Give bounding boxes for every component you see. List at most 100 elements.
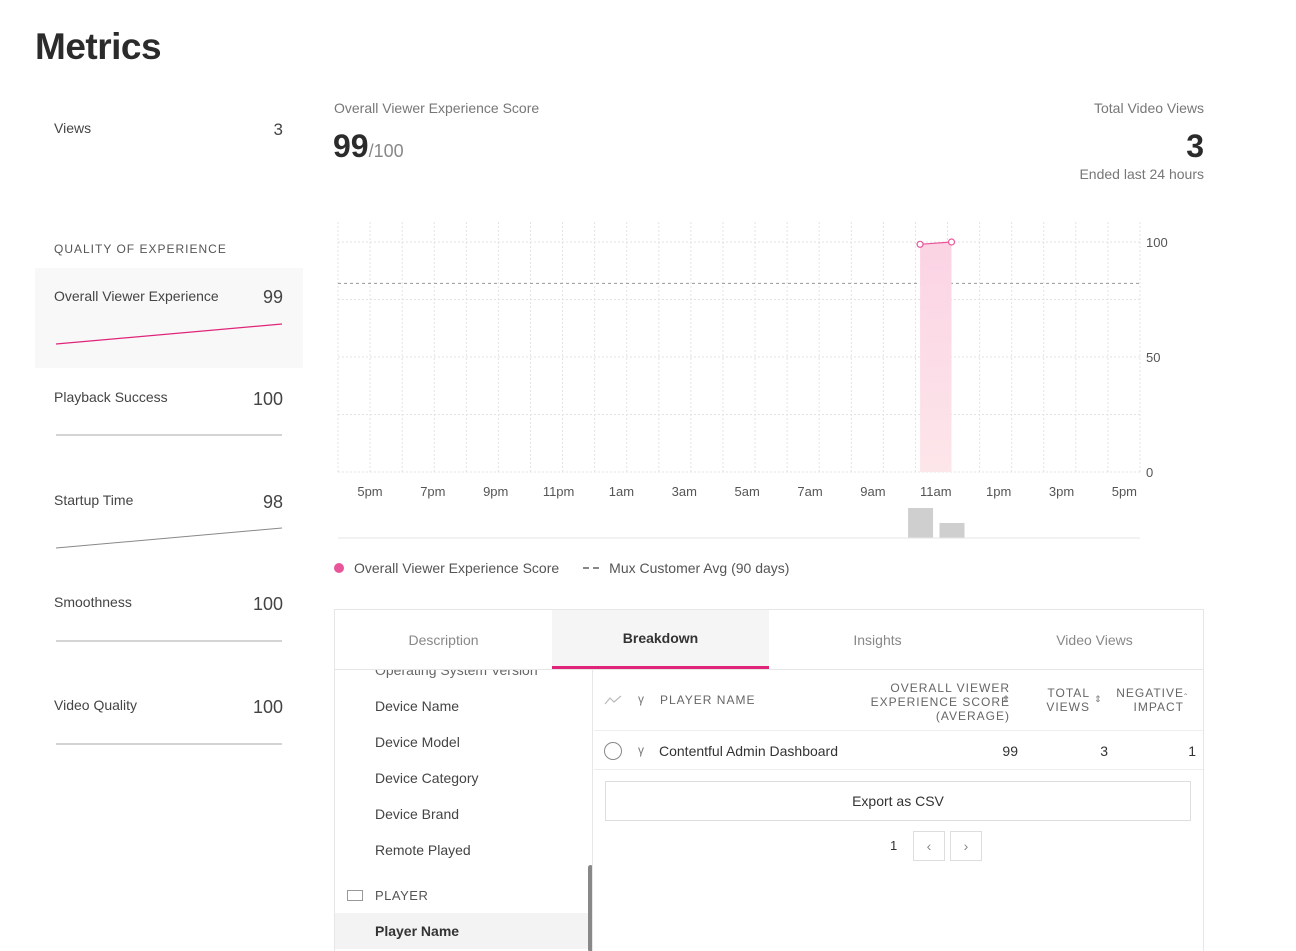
metric-value: 100 xyxy=(252,594,283,614)
metric-label: Startup Time xyxy=(54,492,134,508)
x-tick-label: 3am xyxy=(672,484,697,499)
prev-page-button[interactable]: ‹ xyxy=(913,831,945,861)
header-line: IMPACT xyxy=(1133,700,1184,714)
series-point xyxy=(916,240,924,248)
player-icon xyxy=(347,890,363,901)
metric-label: Playback Success xyxy=(54,389,168,405)
chevron-right-icon: › xyxy=(963,838,969,854)
views-bar xyxy=(908,508,934,538)
metric-value: 100 xyxy=(252,697,283,717)
sort-icon[interactable]: ⇕ xyxy=(1094,694,1102,704)
column-header-total-views[interactable]: TOTAL VIEWS xyxy=(1040,686,1090,714)
views-bar xyxy=(939,523,965,538)
series-line xyxy=(920,241,952,245)
x-tick-label: 7am xyxy=(797,484,822,499)
page-title: Metrics xyxy=(35,26,162,67)
dimension-item[interactable]: Device Brand xyxy=(375,806,460,822)
scrollbar[interactable] xyxy=(588,865,592,951)
x-tick-label: 1pm xyxy=(986,484,1011,499)
header-line: (AVERAGE) xyxy=(935,709,1010,723)
metric-value: 98 xyxy=(262,492,283,512)
chevron-left-icon: ‹ xyxy=(926,838,932,854)
row-select-radio[interactable] xyxy=(604,742,622,760)
pagination: 1 ‹ › xyxy=(594,831,1203,861)
cell-player-name: Contentful Admin Dashboard xyxy=(659,743,838,759)
score-value: 99/100 xyxy=(333,128,404,165)
dimension-item-selected[interactable]: Player Name xyxy=(335,913,592,949)
metric-playback-success[interactable]: Playback Success 100 xyxy=(35,372,303,442)
dimension-item[interactable]: Device Category xyxy=(375,770,479,786)
score-label: Overall Viewer Experience Score xyxy=(334,100,540,116)
y-tick-label: 0 xyxy=(1146,465,1153,480)
sparkline xyxy=(55,323,283,345)
metric-value: 3 xyxy=(273,120,283,139)
trend-icon[interactable] xyxy=(604,694,622,706)
tab-breakdown[interactable]: Breakdown xyxy=(552,610,769,669)
dimension-item[interactable]: Device Model xyxy=(375,734,460,750)
tab-bar: Description Breakdown Insights Video Vie… xyxy=(335,610,1203,670)
sparkline xyxy=(56,434,282,436)
dimension-item[interactable]: Remote Played xyxy=(375,842,471,858)
x-tick-label: 5pm xyxy=(1112,484,1137,499)
dimension-item[interactable]: Device Name xyxy=(375,698,460,714)
sort-icon[interactable]: ⇕ xyxy=(1002,694,1010,704)
next-page-button[interactable]: › xyxy=(950,831,982,861)
metric-overall-viewer-experience[interactable]: Overall Viewer Experience 99 xyxy=(35,268,303,368)
x-tick-label: 9am xyxy=(860,484,885,499)
column-header-negative-impact[interactable]: NEGATIVE IMPACT xyxy=(1114,686,1184,714)
cell-views: 3 xyxy=(1100,743,1108,759)
metric-label: Overall Viewer Experience xyxy=(54,288,219,304)
tab-description[interactable]: Description xyxy=(408,631,479,648)
y-tick-label: 100 xyxy=(1146,235,1168,250)
column-header-score[interactable]: OVERALL VIEWER EXPERIENCE SCORE (AVERAGE… xyxy=(870,681,1010,723)
score-number: 99 xyxy=(333,128,369,164)
x-tick-label: 3pm xyxy=(1049,484,1074,499)
metric-views[interactable]: Views 3 xyxy=(35,110,303,160)
metric-value: 100 xyxy=(252,389,283,409)
tab-insights[interactable]: Insights xyxy=(853,631,902,648)
sparkline xyxy=(56,640,282,642)
sparkline xyxy=(55,527,283,549)
metric-smoothness[interactable]: Smoothness 100 xyxy=(35,577,303,647)
series-area xyxy=(920,242,952,472)
header-line: EXPERIENCE SCORE xyxy=(870,695,1010,709)
section-label: QUALITY OF EXPERIENCE xyxy=(54,242,227,256)
x-tick-label: 11pm xyxy=(543,484,575,499)
metric-label: Smoothness xyxy=(54,594,132,610)
chart-legend: Overall Viewer Experience Score Mux Cust… xyxy=(334,560,789,576)
score-chart: 100 50 0 5pm 7pm 9pm 11pm 1am 3am 5am 7am 9am 11am 1p… xyxy=(337,222,1168,539)
score-denominator: /100 xyxy=(368,141,404,161)
total-views-label: Total Video Views xyxy=(1094,100,1204,116)
dimension-item-label: Player Name xyxy=(375,923,460,939)
header-line: VIEWS xyxy=(1046,700,1090,714)
total-views-sub: Ended last 24 hours xyxy=(1079,166,1204,182)
details-panel: Description Breakdown Insights Video Vie… xyxy=(334,609,1204,951)
total-views-value: 3 xyxy=(1186,128,1204,164)
dimension-item[interactable]: Operating System Version xyxy=(375,670,538,678)
y-tick-label: 50 xyxy=(1146,350,1160,365)
tab-video-views[interactable]: Video Views xyxy=(1056,631,1133,648)
cell-impact: 1 xyxy=(1188,743,1196,759)
metric-label: Video Quality xyxy=(54,697,138,713)
table-row[interactable]: γ Contentful Admin Dashboard 99 3 1 xyxy=(594,730,1203,770)
filter-icon[interactable]: γ xyxy=(638,743,644,757)
metric-startup-time[interactable]: Startup Time 98 xyxy=(35,475,303,555)
column-header-player-name[interactable]: PLAYER NAME xyxy=(660,693,756,707)
header-line: OVERALL VIEWER xyxy=(890,681,1010,695)
sort-up-icon[interactable]: ˆ xyxy=(1184,693,1188,704)
metric-label: Views xyxy=(54,120,92,136)
export-csv-button[interactable]: Export as CSV xyxy=(605,781,1191,821)
header-line: NEGATIVE xyxy=(1116,686,1184,700)
x-tick-label: 11am xyxy=(920,484,952,499)
header-line: TOTAL xyxy=(1047,686,1090,700)
legend-avg-label: Mux Customer Avg (90 days) xyxy=(609,560,790,576)
dashed-line-icon xyxy=(583,567,600,569)
x-tick-label: 1am xyxy=(609,484,634,499)
series-point xyxy=(947,238,956,246)
metric-video-quality[interactable]: Video Quality 100 xyxy=(35,680,303,750)
x-tick-label: 5am xyxy=(735,484,760,499)
dimension-section-label: PLAYER xyxy=(375,888,429,903)
filter-icon[interactable]: γ xyxy=(638,692,644,706)
metric-value: 99 xyxy=(262,287,283,307)
x-tick-label: 7pm xyxy=(420,484,445,499)
